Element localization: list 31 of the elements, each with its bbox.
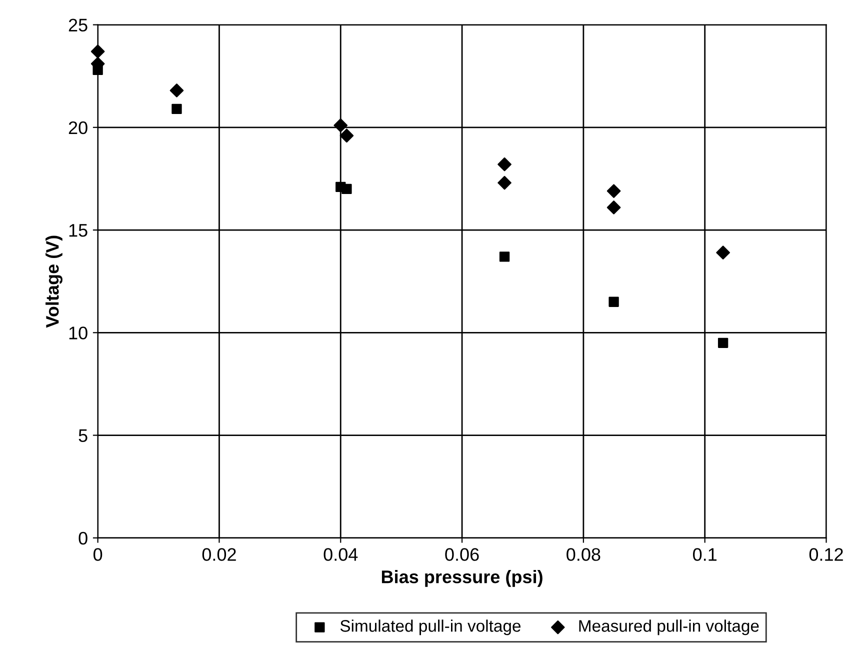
point [606, 184, 621, 198]
x-tick-label: 0.08 [566, 548, 600, 561]
point [606, 200, 621, 214]
y-tick-label: 20 [68, 121, 88, 134]
x-axis-title: Bias pressure (psi) [382, 570, 542, 587]
point [498, 157, 512, 172]
x-tick-label: 0.06 [445, 548, 479, 561]
point [499, 252, 510, 262]
point [716, 246, 730, 260]
legend-label: Simulated pull-in voltage [340, 620, 521, 636]
legend-label: Measured pull-in voltage [579, 620, 759, 636]
point [334, 118, 348, 132]
x-tick-label: 0 [93, 548, 102, 561]
y-tick-label: 0 [78, 532, 88, 545]
point [172, 104, 182, 114]
y-tick-label: 25 [68, 18, 88, 32]
point [340, 128, 354, 143]
point [90, 44, 105, 58]
y-tick-label: 10 [69, 326, 88, 340]
point [170, 84, 184, 98]
point [608, 296, 619, 307]
y-tick-label: 15 [69, 224, 88, 237]
y-axis-title: Voltage (V) [46, 236, 62, 328]
point [718, 338, 728, 348]
x-tick-label: 0.12 [809, 548, 843, 561]
point [498, 176, 512, 190]
point [342, 184, 352, 194]
y-tick-label: 5 [78, 429, 88, 442]
x-tick-label: 0.1 [693, 548, 717, 561]
x-tick-label: 0.04 [324, 548, 358, 561]
x-tick-label: 0.02 [202, 548, 236, 561]
